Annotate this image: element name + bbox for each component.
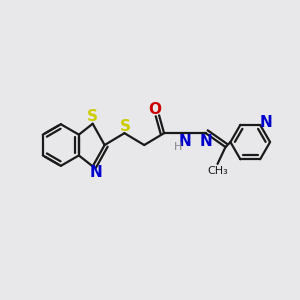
Text: H: H — [174, 142, 182, 152]
Text: O: O — [148, 102, 162, 117]
Text: CH₃: CH₃ — [207, 166, 228, 176]
Text: S: S — [87, 109, 98, 124]
Text: N: N — [178, 134, 191, 148]
Text: N: N — [89, 165, 102, 180]
Text: N: N — [199, 134, 212, 148]
Text: S: S — [120, 119, 131, 134]
Text: N: N — [260, 116, 272, 130]
